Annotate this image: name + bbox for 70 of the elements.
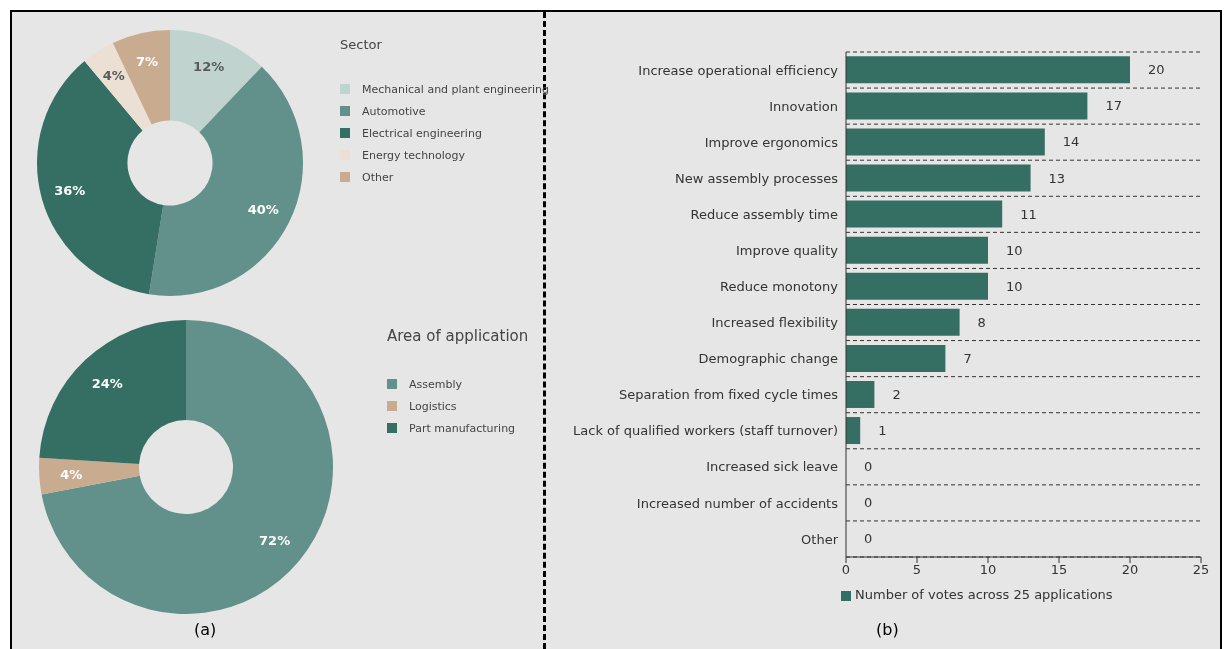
y-tick-label: New assembly processes — [674, 170, 839, 186]
x-tick-label: 15 — [1050, 562, 1068, 578]
x-tick-label: 25 — [1192, 562, 1210, 578]
y-tick-label: Separation from fixed cycle times — [619, 387, 839, 403]
legend-label: Assembly — [409, 377, 463, 391]
y-tick-label: Reduce assembly time — [690, 206, 838, 222]
data-label: 1 — [878, 423, 887, 439]
y-tick-label: Increased sick leave — [706, 459, 838, 475]
data-label: 10 — [1006, 278, 1023, 294]
bar — [846, 92, 1088, 120]
y-tick-label: Increased number of accidents — [636, 495, 839, 511]
legend-label: Part manufacturing — [409, 421, 516, 435]
y-tick-label: Lack of qualified workers (staff turnover) — [573, 423, 838, 439]
y-tick-label: Increased flexibility — [711, 315, 839, 331]
y-tick-label: Innovation — [769, 98, 838, 114]
data-label: 20 — [1148, 62, 1165, 78]
bar — [846, 380, 875, 408]
data-label: 36% — [54, 183, 86, 199]
bar — [846, 236, 988, 264]
data-label: 17 — [1105, 98, 1122, 114]
data-label: 8 — [977, 314, 986, 330]
bar — [846, 200, 1003, 228]
bar — [846, 308, 960, 336]
data-label: 11 — [1020, 206, 1037, 222]
data-label: 2 — [892, 386, 901, 402]
data-label: 14 — [1062, 134, 1080, 150]
y-tick-label: Increase operational efficiency — [638, 62, 839, 78]
y-tick-label: Improve quality — [735, 243, 839, 259]
data-label: 4% — [102, 67, 125, 83]
legend-label: Number of votes across 25 applications — [855, 587, 1113, 602]
legend-label: Automotive — [362, 104, 426, 118]
data-label: 72% — [259, 532, 291, 548]
donut-slice — [170, 30, 262, 133]
bar — [846, 164, 1031, 192]
bar — [846, 344, 946, 372]
x-tick-label: 5 — [912, 562, 922, 578]
y-tick-label: Reduce monotony — [719, 279, 839, 295]
text: (a) — [194, 620, 217, 639]
legend-title: Area of application — [387, 327, 529, 345]
data-label: 12% — [193, 58, 225, 74]
legend-label: Logistics — [409, 399, 457, 413]
data-label: 10 — [1006, 242, 1023, 258]
legend-label: Mechanical and plant engineering — [362, 82, 549, 96]
data-label: 40% — [247, 201, 279, 217]
donut-slice — [39, 457, 140, 495]
legend-title: Sector — [340, 37, 383, 52]
y-tick-label: Improve ergonomics — [704, 134, 839, 150]
legend-label: Energy technology — [362, 148, 466, 162]
data-label: 7 — [963, 350, 972, 366]
data-label: 7% — [136, 54, 159, 69]
x-tick-label: 0 — [841, 562, 851, 578]
data-label: 0 — [864, 495, 873, 511]
data-label: 24% — [91, 375, 123, 391]
donut-slice — [41, 320, 333, 614]
x-tick-label: 10 — [979, 562, 997, 578]
bar — [846, 128, 1045, 156]
data-label: 0 — [864, 531, 873, 547]
bar — [846, 417, 861, 445]
legend-label: Electrical engineering — [362, 126, 482, 140]
text: (b) — [876, 620, 899, 639]
bar — [846, 56, 1130, 84]
data-label: 4% — [60, 466, 83, 482]
bar — [846, 272, 988, 300]
legend-label: Other — [362, 170, 394, 184]
data-label: 13 — [1048, 170, 1066, 186]
data-label: 0 — [864, 459, 873, 475]
y-tick-label: Other — [801, 531, 839, 547]
donut-slice — [39, 320, 186, 465]
y-tick-label: Demographic change — [698, 351, 838, 367]
x-tick-label: 20 — [1121, 562, 1139, 578]
